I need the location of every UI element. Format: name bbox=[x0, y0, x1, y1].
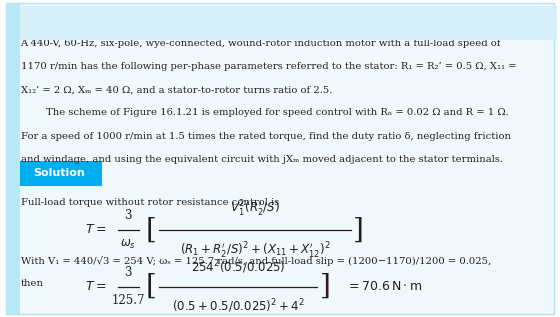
Text: $254^2(0.5/0.025)$: $254^2(0.5/0.025)$ bbox=[191, 258, 286, 276]
Text: [: [ bbox=[146, 273, 157, 300]
Text: and windage, and using the equivalent circuit with jXₘ moved adjacent to the sta: and windage, and using the equivalent ci… bbox=[21, 155, 502, 164]
Text: $T =$: $T =$ bbox=[85, 280, 106, 293]
Text: $V_1^2(R_2'/S)$: $V_1^2(R_2'/S)$ bbox=[230, 199, 280, 219]
Text: EXAMPLE 16.1.5: EXAMPLE 16.1.5 bbox=[21, 18, 129, 31]
Text: For a speed of 1000 r/min at 1.5 times the rated torque, find the duty ratio δ, : For a speed of 1000 r/min at 1.5 times t… bbox=[21, 132, 511, 141]
Text: $(R_1 + R_2'/S)^2 + (X_{11} + X_{12}')^2$: $(R_1 + R_2'/S)^2 + (X_{11} + X_{12}')^2… bbox=[180, 241, 330, 261]
Text: $= 70.6\,\mathrm{N \cdot m}$: $= 70.6\,\mathrm{N \cdot m}$ bbox=[346, 280, 422, 293]
Text: With V₁ = 440/√3 = 254 V; ωₛ = 125.7 rad/s, and full-load slip = (1200−1170)/120: With V₁ = 440/√3 = 254 V; ωₛ = 125.7 rad… bbox=[21, 256, 491, 266]
Text: 3: 3 bbox=[124, 210, 132, 223]
Text: $T =$: $T =$ bbox=[85, 223, 106, 236]
Text: $(0.5 + 0.5/0.025)^2 + 4^2$: $(0.5 + 0.5/0.025)^2 + 4^2$ bbox=[172, 297, 305, 315]
Text: A 440-V, 60-Hz, six-pole, wye-connected, wound-rotor induction motor with a full: A 440-V, 60-Hz, six-pole, wye-connected,… bbox=[21, 39, 501, 48]
Text: X₁₂’ = 2 Ω, Xₘ = 40 Ω, and a stator-to-rotor turns ratio of 2.5.: X₁₂’ = 2 Ω, Xₘ = 40 Ω, and a stator-to-r… bbox=[21, 85, 332, 94]
Text: Solution: Solution bbox=[33, 168, 85, 178]
Text: Full-load torque without rotor resistance control is: Full-load torque without rotor resistanc… bbox=[21, 198, 279, 207]
Text: 125.7: 125.7 bbox=[111, 294, 145, 307]
Text: ]: ] bbox=[353, 217, 364, 243]
Text: $\omega_s$: $\omega_s$ bbox=[120, 237, 136, 251]
Text: 3: 3 bbox=[124, 266, 132, 279]
Text: [: [ bbox=[146, 217, 157, 243]
Text: then: then bbox=[21, 279, 44, 288]
FancyBboxPatch shape bbox=[16, 161, 102, 186]
Text: 1170 r/min has the following per-phase parameters referred to the stator: R₁ = R: 1170 r/min has the following per-phase p… bbox=[21, 62, 516, 71]
Text: The scheme of Figure 16.1.21 is employed for speed control with Rₙ = 0.02 Ω and : The scheme of Figure 16.1.21 is employed… bbox=[21, 108, 508, 118]
Text: ]: ] bbox=[320, 273, 330, 300]
